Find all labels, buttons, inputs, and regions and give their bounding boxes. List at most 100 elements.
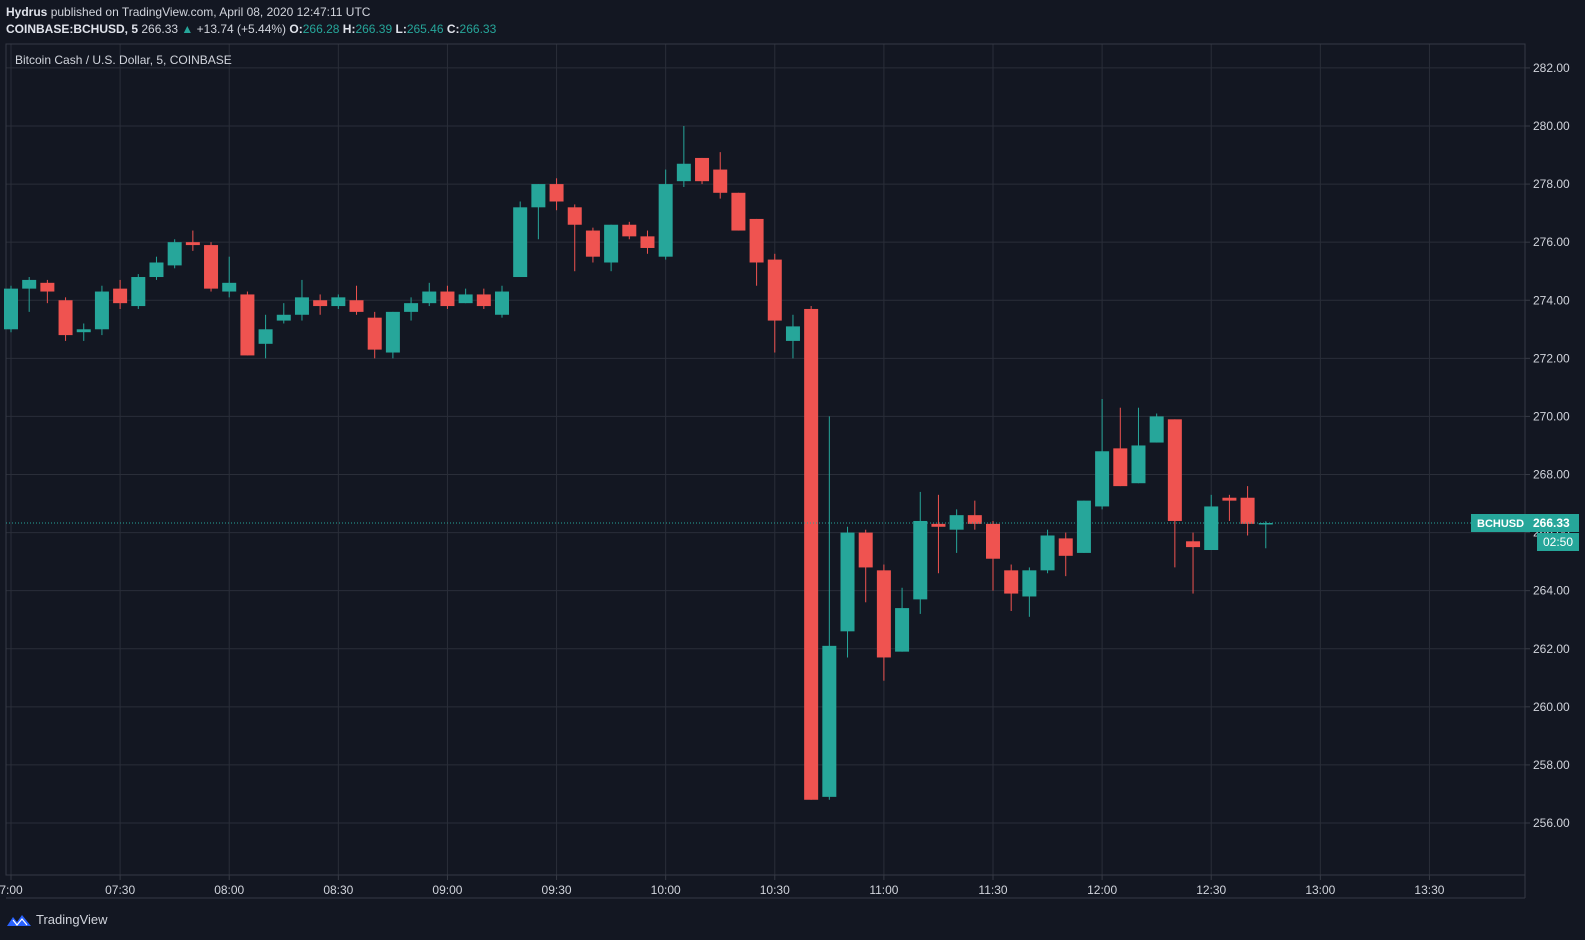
candle [367,311,382,359]
price-tick-label: 260.00 [1533,700,1570,714]
candle [76,323,91,341]
candle [1186,532,1201,594]
time-tick-label: 09:30 [542,883,572,897]
candle-body [94,291,109,330]
candle-body [58,300,73,336]
candle-body [1149,416,1164,443]
symbol-label: COINBASE:BCHUSD, 5 [6,22,139,36]
candle-body [749,218,764,263]
candle-body [695,157,710,182]
candle-body [1113,448,1128,487]
symbol-tag: BCHUSD [1477,518,1524,530]
candle [949,509,964,553]
candle-body [658,184,673,257]
candle [1040,529,1055,574]
publisher-name[interactable]: Hydrus [6,5,48,19]
candle [149,256,164,280]
plot-border [5,43,1526,876]
candle [313,294,328,315]
tradingview-brand: TradingView [36,912,108,927]
candle [676,126,691,187]
candle [658,169,673,260]
candle-body [113,288,128,304]
up-arrow-icon: ▲ [181,22,194,36]
candle [513,201,528,278]
time-tick-label: 13:30 [1414,883,1444,897]
time-tick-label: 10:00 [651,883,681,897]
candle-body [986,523,1000,559]
candle-body [458,294,473,304]
candle [385,311,400,359]
candle [94,285,109,336]
candle-body [331,297,346,307]
candle-body [1076,500,1091,553]
candle-body [640,236,655,248]
candle [604,224,619,272]
candle [967,500,982,530]
candle-body [967,515,982,524]
candle [840,526,855,658]
symbol-info: COINBASE:BCHUSD, 5 266.33 ▲ +13.74 (+5.4… [6,21,496,38]
candle-body [1058,538,1073,556]
candle-body [713,169,728,193]
candle-body [294,297,309,315]
candle-body [440,291,455,307]
candle-body [1222,497,1237,501]
low-label: L: [395,22,407,36]
candle-body [131,277,146,307]
candle [713,152,728,199]
time-tick-label: 12:30 [1196,883,1226,897]
candle-body [1131,445,1146,484]
candle-body [1167,419,1182,521]
open-label: O: [289,22,303,36]
price-axis[interactable]: 282.00 280.00 278.00 276.00 274.00 272.00 270.… [1525,61,1570,830]
candle [622,221,637,240]
price-tag: 266.33 [1533,516,1570,530]
candle-body [422,291,437,304]
candle-body [604,224,619,263]
candle-body [149,262,164,278]
candle-body [549,184,564,202]
candle [1022,567,1037,617]
time-tick-label: 7:00 [0,883,23,897]
candle [294,279,309,321]
candle [931,494,946,574]
price-tick-label: 282.00 [1533,61,1570,75]
price-tick-label: 256.00 [1533,816,1570,830]
candle [440,285,455,309]
countdown-label: 02:50 [1543,535,1573,549]
candle [458,288,473,304]
candle-body [731,192,746,231]
candle-body [276,314,291,321]
tradingview-footer[interactable]: TradingView [6,912,108,927]
price-change: +13.74 (+5.44%) [196,22,287,36]
candle [986,520,1000,591]
candle [58,297,73,341]
time-tick-label: 08:00 [214,883,244,897]
candle-body [840,532,855,632]
candle-body [167,242,182,266]
candle [1240,486,1255,536]
candle-body [204,245,219,289]
time-axis[interactable]: 7:00 07:30 08:00 08:30 09:00 09:30 10:00 10:30 1… [0,875,1445,897]
time-tick-label: 07:30 [105,883,135,897]
chart-title: Bitcoin Cash / U.S. Dollar, 5, COINBASE [15,53,232,67]
candle [767,253,782,353]
candle [1131,407,1146,484]
price-tick-label: 280.00 [1533,119,1570,133]
candle-body [876,570,891,658]
price-tick-label: 276.00 [1533,235,1570,249]
candle [895,587,910,652]
candle-body [404,303,419,312]
publish-info: Hydrus published on TradingView.com, Apr… [6,4,496,21]
candle [167,239,182,269]
candle [822,416,837,800]
candle [131,274,146,309]
candle [1222,494,1237,521]
candle [476,288,491,309]
candle [404,297,419,321]
candle [785,314,800,359]
candle-body [1258,522,1273,525]
candle-body [76,329,91,333]
